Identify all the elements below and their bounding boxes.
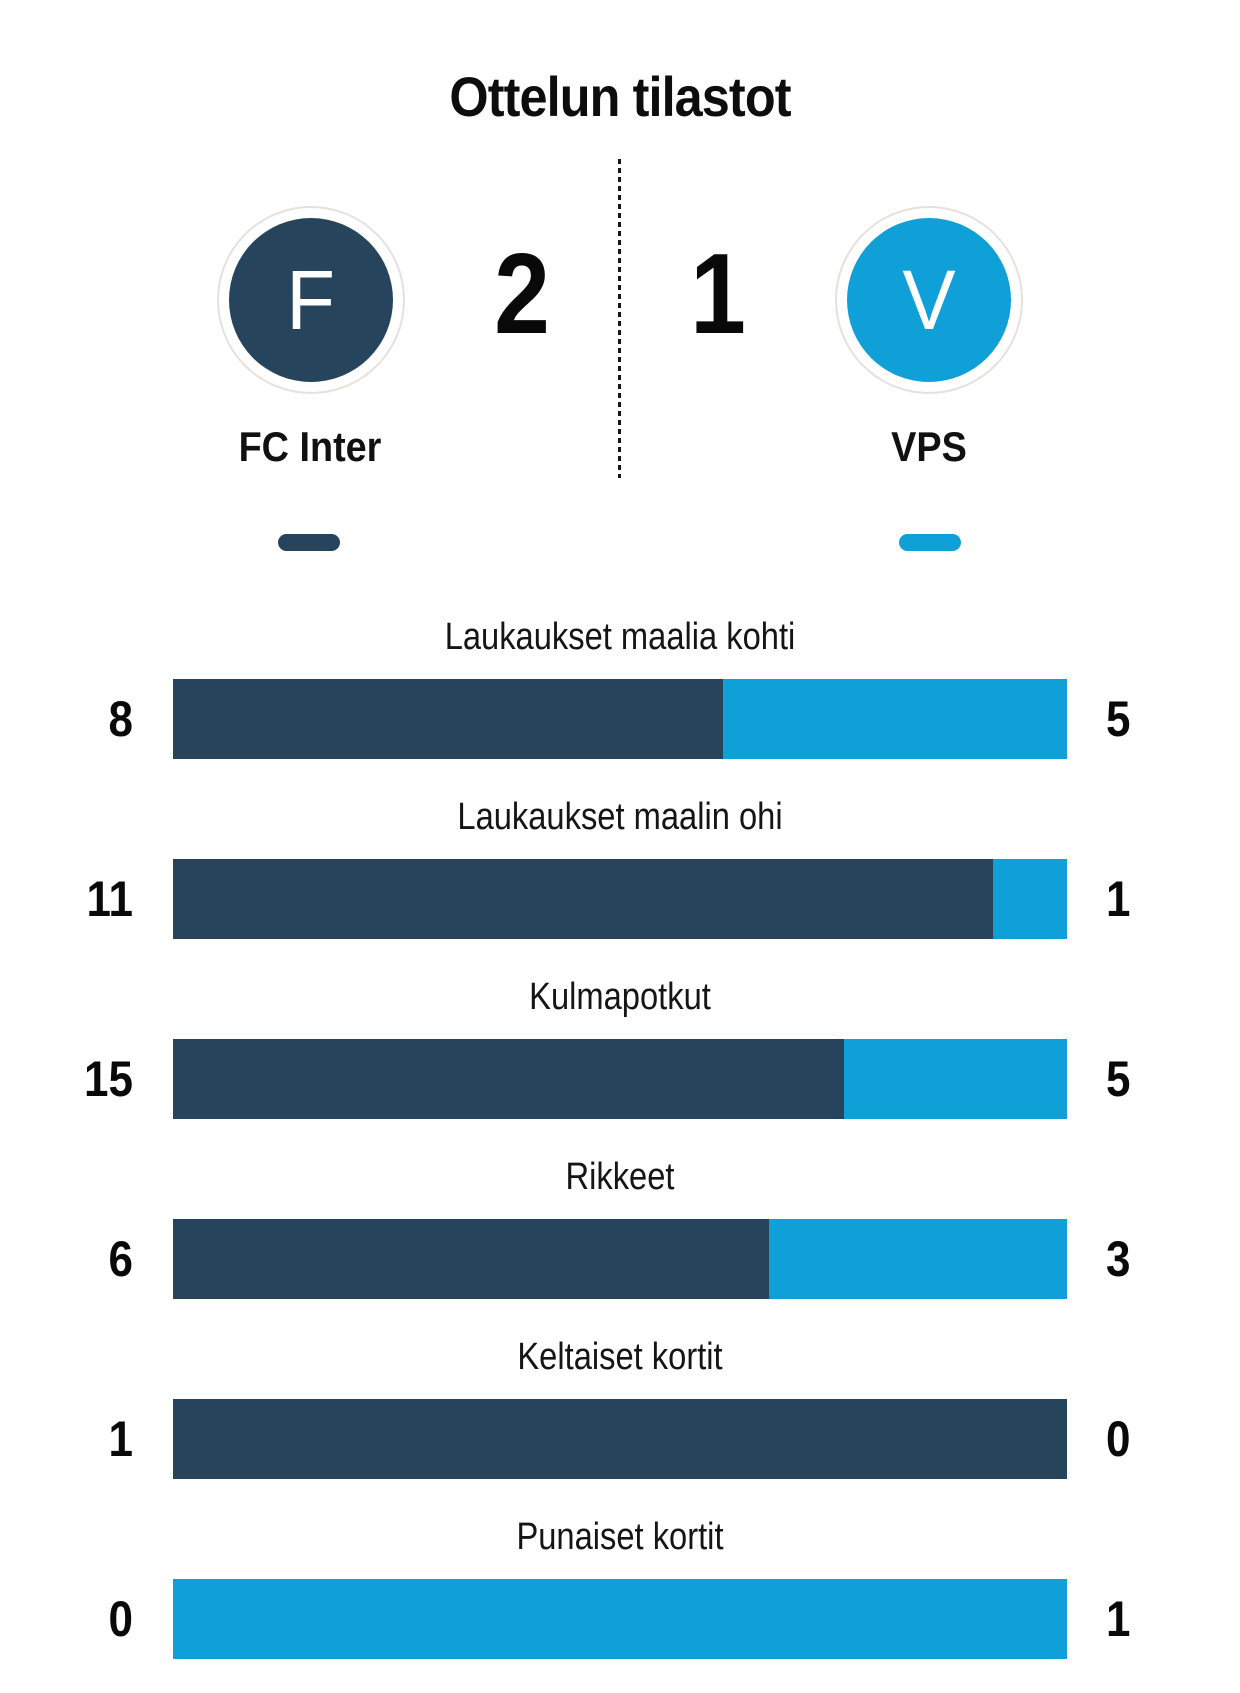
home-bar-segment: [173, 1219, 769, 1299]
score-divider-dashed-line: [618, 159, 621, 478]
page-title: Ottelun tilastot: [449, 65, 791, 128]
stat-bar-row: 8 5: [0, 679, 1240, 759]
away-team-name: VPS: [891, 423, 967, 470]
stat-row: Rikkeet 6 3: [0, 1153, 1240, 1333]
away-stat-value: 1: [1106, 871, 1131, 927]
stat-label: Punaiset kortit: [516, 1516, 724, 1558]
home-stat-value: 15: [84, 1051, 133, 1107]
stat-label: Laukaukset maalia kohti: [444, 616, 796, 658]
away-bar-segment: [843, 1039, 1067, 1119]
away-bar-segment: [173, 1579, 1067, 1659]
stat-row: Keltaiset kortit 1 0: [0, 1333, 1240, 1513]
home-team-name: FC Inter: [238, 423, 382, 470]
stat-bar: [173, 1039, 1067, 1119]
away-bar-segment: [723, 679, 1067, 759]
away-color-swatch: [899, 534, 961, 551]
home-bar-segment: [173, 1039, 844, 1119]
away-team-initial: V: [902, 253, 956, 347]
home-stat-value: 8: [108, 691, 133, 747]
home-team-badge: F: [217, 206, 405, 394]
stat-row: Kulmapotkut 15 5: [0, 973, 1240, 1153]
stats-list: Laukaukset maalia kohti 8 5 Laukaukset m…: [0, 613, 1240, 1693]
stat-bar-row: 11 1: [0, 859, 1240, 939]
home-score: 2: [494, 231, 550, 358]
stat-bar-row: 15 5: [0, 1039, 1240, 1119]
away-stat-value: 3: [1106, 1231, 1131, 1287]
stat-label: Rikkeet: [565, 1156, 675, 1198]
away-bar-segment: [992, 859, 1067, 939]
home-stat-value: 0: [108, 1591, 133, 1647]
home-stat-value: 6: [108, 1231, 133, 1287]
home-stat-value: 1: [108, 1411, 133, 1467]
home-bar-segment: [173, 679, 724, 759]
stat-bar: [173, 859, 1067, 939]
away-stat-value: 0: [1106, 1411, 1131, 1467]
away-team-badge: V: [835, 206, 1023, 394]
stat-label: Laukaukset maalin ohi: [457, 796, 783, 838]
home-team-initial: F: [286, 253, 336, 347]
stat-label: Keltaiset kortit: [517, 1336, 723, 1378]
stat-bar: [173, 1219, 1067, 1299]
stat-bar: [173, 1579, 1067, 1659]
stat-bar: [173, 1399, 1067, 1479]
home-stat-value: 11: [86, 871, 133, 927]
away-score: 1: [690, 231, 746, 358]
stat-bar-row: 1 0: [0, 1399, 1240, 1479]
away-bar-segment: [768, 1219, 1067, 1299]
home-bar-segment: [173, 1399, 1067, 1479]
home-color-swatch: [278, 534, 340, 551]
away-team-badge-circle: V: [847, 218, 1011, 382]
stat-label: Kulmapotkut: [529, 976, 711, 1018]
stat-row: Laukaukset maalia kohti 8 5: [0, 613, 1240, 793]
stat-bar-row: 0 1: [0, 1579, 1240, 1659]
away-stat-value: 5: [1106, 691, 1131, 747]
stat-bar-row: 6 3: [0, 1219, 1240, 1299]
stat-bar: [173, 679, 1067, 759]
away-stat-value: 1: [1106, 1591, 1131, 1647]
stat-row: Punaiset kortit 0 1: [0, 1513, 1240, 1693]
home-team-badge-circle: F: [229, 218, 393, 382]
stat-row: Laukaukset maalin ohi 11 1: [0, 793, 1240, 973]
away-stat-value: 5: [1106, 1051, 1131, 1107]
home-bar-segment: [173, 859, 993, 939]
